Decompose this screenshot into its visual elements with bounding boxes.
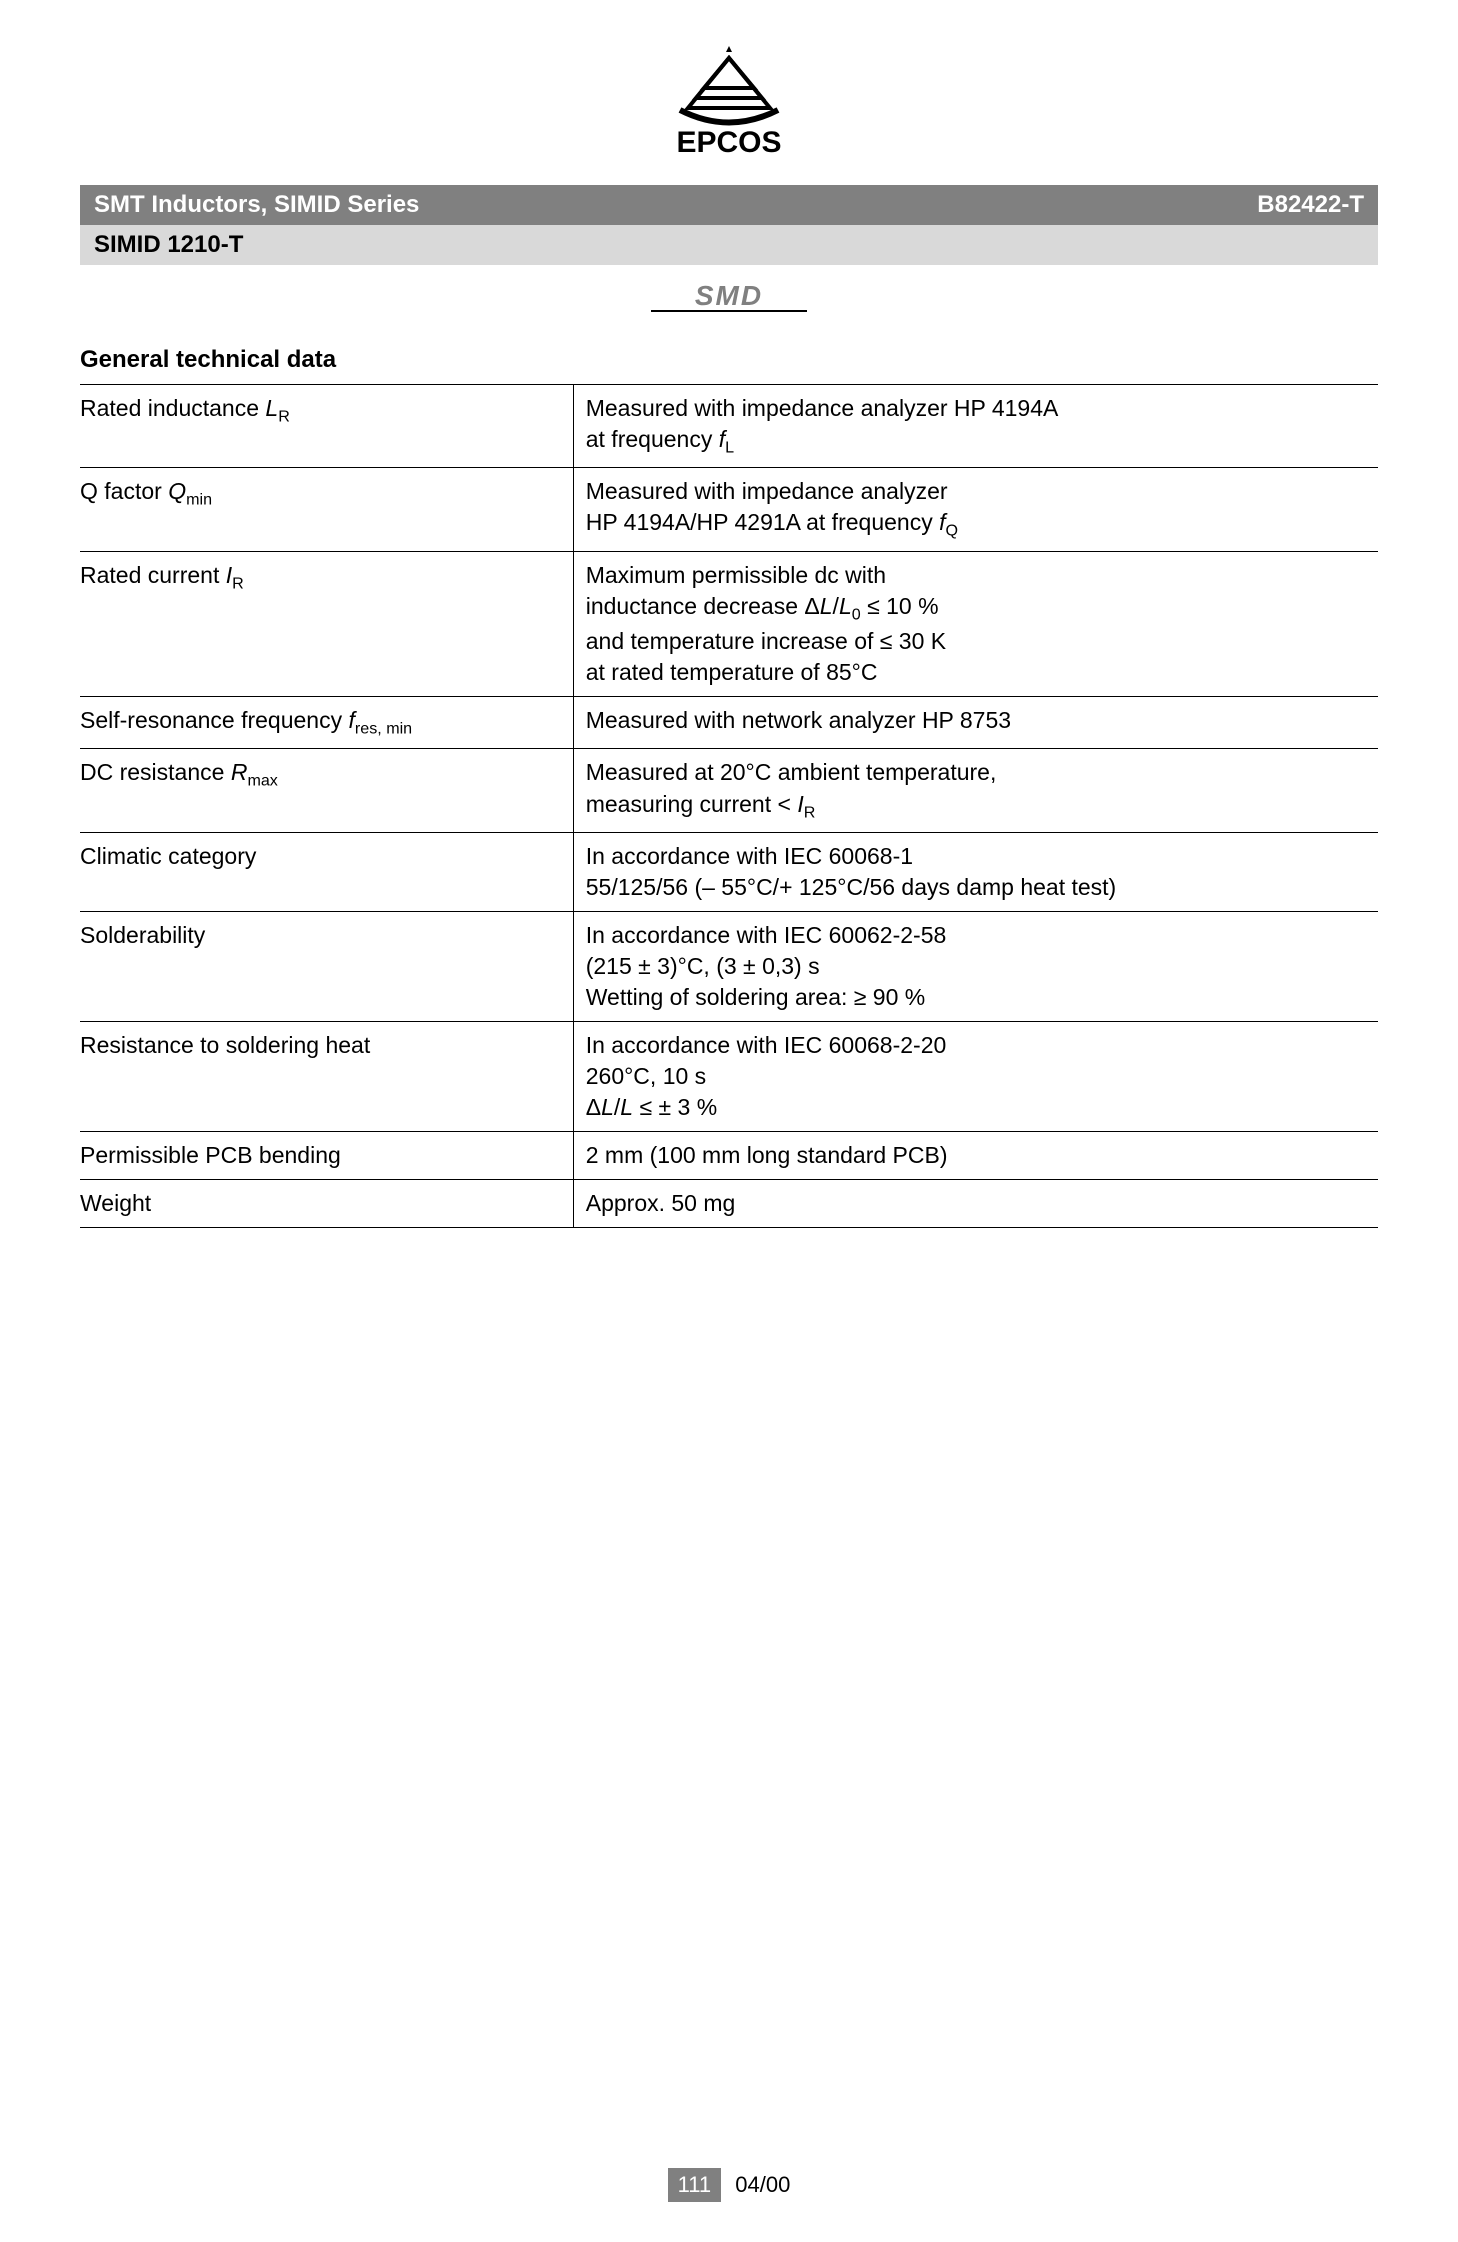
param-cell: Weight bbox=[80, 1180, 573, 1228]
smd-icon: SMD bbox=[649, 279, 809, 315]
table-row: DC resistance RmaxMeasured at 20°C ambie… bbox=[80, 749, 1378, 832]
param-cell: Climatic category bbox=[80, 832, 573, 911]
param-cell: Resistance to soldering heat bbox=[80, 1022, 573, 1132]
smd-mark: SMD bbox=[80, 265, 1378, 328]
table-row: Self-resonance frequency fres, minMeasur… bbox=[80, 697, 1378, 749]
table-row: SolderabilityIn accordance with IEC 6006… bbox=[80, 911, 1378, 1021]
svg-text:SMD: SMD bbox=[695, 280, 763, 311]
spec-table: Rated inductance LRMeasured with impedan… bbox=[80, 384, 1378, 1228]
header-bar: SMT Inductors, SIMID Series B82422-T bbox=[80, 185, 1378, 225]
table-row: Q factor QminMeasured with impedance ana… bbox=[80, 468, 1378, 551]
value-cell: Measured with impedance analyzerHP 4194A… bbox=[573, 468, 1378, 551]
param-cell: Rated current IR bbox=[80, 551, 573, 696]
table-row: Climatic categoryIn accordance with IEC … bbox=[80, 832, 1378, 911]
param-cell: Self-resonance frequency fres, min bbox=[80, 697, 573, 749]
table-row: Rated current IRMaximum permissible dc w… bbox=[80, 551, 1378, 696]
footer: 111 04/00 bbox=[0, 1268, 1458, 2242]
svg-text:EPCOS: EPCOS bbox=[676, 126, 781, 159]
value-cell: 2 mm (100 mm long standard PCB) bbox=[573, 1132, 1378, 1180]
param-cell: DC resistance Rmax bbox=[80, 749, 573, 832]
logo: EPCOS bbox=[80, 0, 1378, 185]
value-cell: Maximum permissible dc withinductance de… bbox=[573, 551, 1378, 696]
footer-date: 04/00 bbox=[735, 2172, 790, 2197]
value-cell: Measured with impedance analyzer HP 4194… bbox=[573, 385, 1378, 468]
param-cell: Q factor Qmin bbox=[80, 468, 573, 551]
param-cell: Permissible PCB bending bbox=[80, 1132, 573, 1180]
value-cell: Measured with network analyzer HP 8753 bbox=[573, 697, 1378, 749]
table-row: Permissible PCB bending2 mm (100 mm long… bbox=[80, 1132, 1378, 1180]
value-cell: Approx. 50 mg bbox=[573, 1180, 1378, 1228]
header-title-right: B82422-T bbox=[1257, 191, 1364, 219]
table-row: Rated inductance LRMeasured with impedan… bbox=[80, 385, 1378, 468]
page-number: 111 bbox=[668, 2168, 721, 2202]
epcos-logo-icon: EPCOS bbox=[644, 40, 814, 160]
subheader-bar: SIMID 1210-T bbox=[80, 225, 1378, 265]
section-title: General technical data bbox=[80, 328, 1378, 384]
table-row: WeightApprox. 50 mg bbox=[80, 1180, 1378, 1228]
value-cell: Measured at 20°C ambient temperature,mea… bbox=[573, 749, 1378, 832]
value-cell: In accordance with IEC 60068-2-20260°C, … bbox=[573, 1022, 1378, 1132]
header-title-left: SMT Inductors, SIMID Series bbox=[94, 191, 419, 219]
param-cell: Solderability bbox=[80, 911, 573, 1021]
value-cell: In accordance with IEC 60068-155/125/56 … bbox=[573, 832, 1378, 911]
value-cell: In accordance with IEC 60062-2-58(215 ± … bbox=[573, 911, 1378, 1021]
param-cell: Rated inductance LR bbox=[80, 385, 573, 468]
subheader-title: SIMID 1210-T bbox=[94, 231, 243, 258]
table-row: Resistance to soldering heatIn accordanc… bbox=[80, 1022, 1378, 1132]
